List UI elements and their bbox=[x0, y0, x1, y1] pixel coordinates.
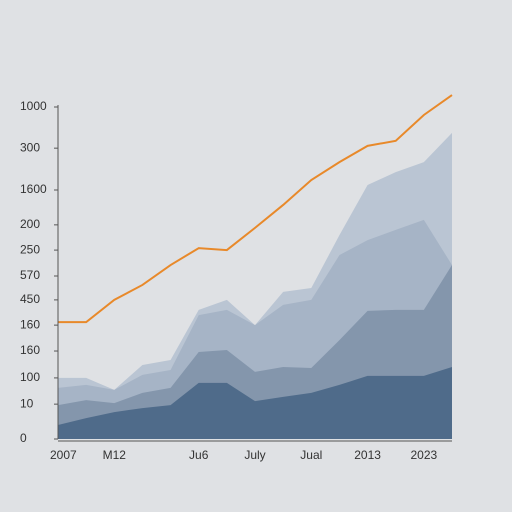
y-tick-label: 160 bbox=[20, 317, 40, 331]
x-tick-label: M12 bbox=[103, 448, 127, 462]
y-tick-label: 100 bbox=[20, 370, 40, 384]
y-tick-label: 1000 bbox=[20, 99, 47, 113]
y-tick-label: 570 bbox=[20, 268, 40, 282]
x-tick-label: Jual bbox=[300, 448, 322, 462]
line bbox=[58, 94, 453, 324]
y-tick-label: 450 bbox=[20, 292, 40, 306]
y-tick-label: 1600 bbox=[20, 182, 47, 196]
x-tick-label: 2023 bbox=[411, 448, 438, 462]
y-tick-label: 0 bbox=[20, 431, 27, 445]
y-tick-label: 300 bbox=[20, 140, 40, 154]
x-tick-label: Ju6 bbox=[189, 448, 209, 462]
y-tick-label: 10 bbox=[20, 396, 34, 410]
y-tick-label: 200 bbox=[20, 217, 40, 231]
x-tick-label: July bbox=[244, 448, 265, 462]
x-tick-label: 2013 bbox=[354, 448, 381, 462]
y-tick-label: 250 bbox=[20, 242, 40, 256]
x-tick-label: 2007 bbox=[50, 448, 77, 462]
area bbox=[58, 366, 452, 439]
y-tick-label: 160 bbox=[20, 343, 40, 357]
